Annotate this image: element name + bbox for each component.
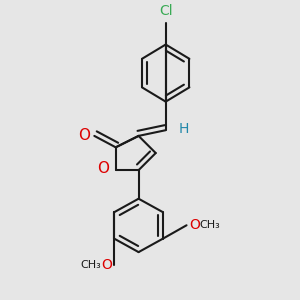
Text: O: O	[98, 161, 110, 176]
Text: O: O	[189, 218, 200, 232]
Text: CH₃: CH₃	[200, 220, 220, 230]
Text: O: O	[101, 258, 112, 272]
Text: O: O	[78, 128, 90, 143]
Text: Cl: Cl	[159, 4, 172, 18]
Text: CH₃: CH₃	[81, 260, 101, 270]
Text: H: H	[178, 122, 189, 136]
